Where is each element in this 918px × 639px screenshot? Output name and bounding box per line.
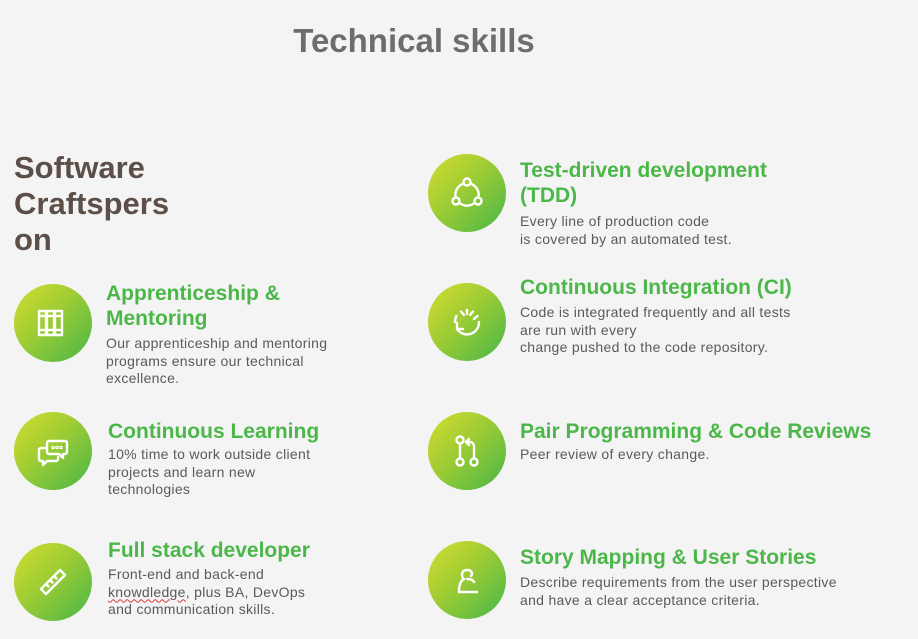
chat-bubbles-icon xyxy=(14,412,92,490)
title-line: Apprenticeship & xyxy=(106,282,280,305)
desc-line: technologies xyxy=(108,481,191,497)
refresh-cycle-icon xyxy=(428,283,506,361)
cycle-nodes-icon xyxy=(428,154,506,232)
pair-programming-description: Peer review of every change. xyxy=(520,446,710,464)
desc-line: Every line of production code xyxy=(520,213,710,229)
story-mapping-description: Describe requirements from the user pers… xyxy=(520,574,837,609)
desc-line: and communication skills. xyxy=(108,601,276,617)
desc-line: Code is integrated frequently and all te… xyxy=(520,304,791,320)
desc-line: Peer review of every change. xyxy=(520,446,710,462)
user-story-icon xyxy=(428,541,506,619)
story-mapping-title: Story Mapping & User Stories xyxy=(520,545,816,570)
heading-line: Software xyxy=(14,150,145,185)
apprenticeship-title: Apprenticeship & Mentoring xyxy=(106,281,280,331)
apprenticeship-description: Our apprenticeship and mentoring program… xyxy=(106,335,327,388)
desc-line: are run with every xyxy=(520,321,637,338)
misspelled-word: knowdledge xyxy=(108,583,186,600)
title-line: Full stack developer xyxy=(108,539,310,562)
title-line: Mentoring xyxy=(106,307,208,330)
title-line: Continuous Integration (CI) xyxy=(520,276,792,299)
desc-line: excellence. xyxy=(106,370,180,386)
continuous-learning-description: 10% time to work outside client projects… xyxy=(108,446,310,499)
desc-line: and have a clear acceptance criteria. xyxy=(520,591,760,608)
full-stack-title: Full stack developer xyxy=(108,538,310,563)
ruler-icon xyxy=(14,543,92,621)
desc-line: Front-end and back-end xyxy=(108,566,265,582)
title-line: (TDD) xyxy=(520,184,578,207)
pair-programming-title: Pair Programming & Code Reviews xyxy=(520,419,871,444)
heading-line: on xyxy=(14,222,52,257)
books-icon xyxy=(14,284,92,362)
full-stack-description: Front-end and back-end knowdledge, plus … xyxy=(108,566,305,619)
pull-request-icon xyxy=(428,412,506,490)
title-line: Pair Programming & Code Reviews xyxy=(520,420,872,443)
tdd-title: Test-driven development (TDD) xyxy=(520,158,767,208)
ci-description: Code is integrated frequently and all te… xyxy=(520,304,791,357)
heading-line: Craftspers xyxy=(14,186,170,221)
desc-line: Describe requirements from the user pers… xyxy=(520,574,837,590)
desc-line: 10% time to work outside client xyxy=(108,446,311,462)
title-line: Continuous Learning xyxy=(108,420,320,443)
software-craftsperson-heading: Software Craftspers on xyxy=(14,150,214,258)
tdd-description: Every line of production code is covered… xyxy=(520,213,732,248)
desc-line-rest: , plus BA, DevOps xyxy=(185,583,306,600)
desc-line: projects and learn new xyxy=(108,463,256,480)
continuous-learning-title: Continuous Learning xyxy=(108,419,319,444)
page-title: Technical skills xyxy=(293,22,535,59)
desc-line: knowdledge, plus BA, DevOps xyxy=(108,584,305,602)
title-line: Test-driven development xyxy=(520,159,767,182)
ci-title: Continuous Integration (CI) xyxy=(520,275,792,300)
desc-line: change pushed to the code repository. xyxy=(520,339,769,355)
desc-line: Our apprenticeship and mentoring xyxy=(106,335,328,351)
desc-line: is covered by an automated test. xyxy=(520,230,732,247)
desc-line: programs ensure our technical xyxy=(106,352,304,369)
title-line: Story Mapping & User Stories xyxy=(520,546,817,569)
